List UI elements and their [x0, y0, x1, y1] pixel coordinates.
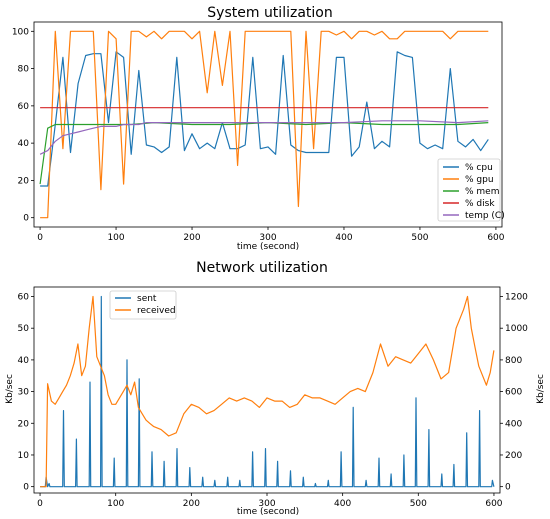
y-tick-label: 60 — [18, 293, 30, 303]
x-tick-label: 600 — [487, 233, 504, 243]
legend-label: % mem — [465, 187, 499, 197]
chart-title: Network utilization — [196, 260, 328, 276]
y-tick-label: 30 — [18, 388, 30, 398]
axes: 0 100 200 300 400 500 600 0 20 40 60 80 100 — [12, 27, 505, 243]
x-tick-label: 100 — [107, 233, 124, 243]
x-tick-label: 600 — [485, 499, 502, 509]
axes: 0 100 200 300 400 500 600010203040506002004006… — [18, 293, 529, 509]
legend-label: temp (C) — [465, 211, 505, 221]
y-tick-label: 10 — [18, 451, 30, 461]
y-tick-label: 0 — [23, 483, 29, 493]
network-utilization-chart: Network utilization 0 100 200 300 400 500 6000… — [5, 260, 546, 517]
legend-entries: sent received — [115, 294, 176, 316]
x-tick-label: 400 — [335, 233, 352, 243]
y-axis-label-left: Kb/sec — [5, 374, 15, 404]
x-tick-label: 500 — [410, 499, 427, 509]
x-axis-label: time (second) — [237, 507, 299, 517]
y-axis-label-right: Kb/sec — [536, 374, 546, 404]
y-tick-label: 50 — [18, 324, 30, 334]
series-lines — [40, 295, 495, 488]
x-tick-label: 400 — [334, 499, 351, 509]
legend-label: % disk — [465, 199, 495, 209]
x-tick-label: 500 — [411, 233, 428, 243]
legend-label: % cpu — [465, 163, 493, 173]
y-tick-label: 60 — [18, 102, 30, 112]
y2-tick-label: 0 — [505, 483, 511, 493]
series-line-cpu — [40, 51, 489, 187]
y-tick-label: 40 — [18, 356, 30, 366]
legend-label: sent — [137, 294, 157, 304]
series-line-received — [40, 295, 495, 488]
x-tick-label: 0 — [37, 499, 43, 509]
x-tick-label: 200 — [183, 233, 200, 243]
series-line-temp-c — [39, 120, 489, 155]
legend-entries: % cpu % gpu % mem % disk temp (C) — [443, 163, 505, 221]
system-utilization-chart: System utilization 0 100 200 300 400 500 600 0 2… — [12, 5, 505, 252]
y2-tick-label: 200 — [505, 451, 522, 461]
y2-tick-label: 400 — [505, 419, 522, 429]
y2-tick-label: 1200 — [505, 293, 528, 303]
x-tick-label: 0 — [37, 233, 43, 243]
y-tick-label: 80 — [18, 65, 30, 75]
y-tick-label: 100 — [12, 27, 29, 37]
series-line-gpu — [40, 30, 489, 219]
y-tick-label: 40 — [18, 139, 30, 149]
x-tick-label: 300 — [259, 233, 276, 243]
legend: % cpu % gpu % mem % disk temp (C) — [437, 158, 505, 222]
legend-label: % gpu — [465, 175, 494, 185]
legend-label: received — [137, 306, 176, 316]
y-tick-label: 20 — [18, 176, 30, 186]
x-tick-label: 300 — [258, 499, 275, 509]
y2-tick-label: 600 — [505, 388, 522, 398]
x-tick-label: 200 — [183, 499, 200, 509]
y-tick-label: 20 — [18, 419, 30, 429]
series-lines — [39, 30, 489, 219]
plot-area — [33, 286, 501, 494]
x-tick-label: 100 — [107, 499, 124, 509]
series-line-mem — [39, 121, 489, 185]
legend-frame — [437, 158, 501, 222]
x-axis-label: time (second) — [237, 242, 299, 252]
legend: sent received — [109, 290, 177, 320]
y2-tick-label: 1000 — [505, 324, 528, 334]
y2-tick-label: 800 — [505, 356, 522, 366]
chart-title: System utilization — [207, 5, 332, 21]
series-line-sent — [40, 295, 495, 488]
y-tick-label: 0 — [23, 214, 29, 224]
